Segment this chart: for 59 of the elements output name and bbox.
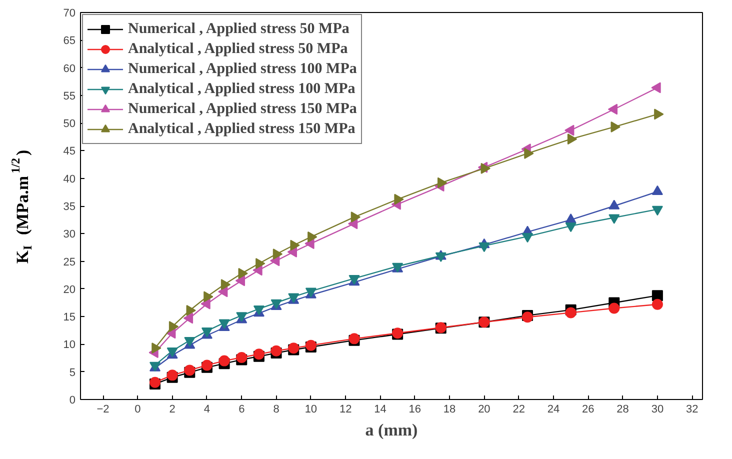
x-axis-title: a (mm): [365, 420, 418, 440]
x-tick-label: −2: [96, 404, 110, 416]
y-tick-label: 55: [63, 90, 76, 102]
y-tick-label: 65: [63, 35, 76, 48]
point: [608, 104, 618, 115]
point: [252, 264, 262, 276]
y-tick-label: 60: [63, 62, 76, 75]
point: [565, 307, 576, 318]
point: [652, 290, 663, 302]
y-tick-label: 70: [63, 8, 76, 20]
y-tick-label: 15: [63, 312, 76, 324]
point: [608, 200, 620, 210]
x-tick-label: 10: [304, 404, 318, 416]
legend-label: Analytical , Applied stress 100 MPa: [128, 80, 356, 98]
point: [564, 124, 574, 136]
point: [652, 298, 663, 310]
y-tick-label: 35: [63, 201, 76, 213]
y-tick-label: 25: [63, 256, 76, 268]
x-tick-label: 6: [238, 404, 245, 416]
y-tick-label: 45: [63, 146, 76, 158]
x-tick-label: 2: [169, 404, 176, 416]
x-tick-label: 8: [273, 404, 280, 416]
y-tick-label: 40: [63, 173, 76, 186]
x-tick-label: 0: [134, 404, 141, 416]
legend-label: Numerical , Applied stress 150 MPa: [128, 100, 357, 118]
x-tick-label: 12: [339, 404, 352, 416]
legend-label: Analytical , Applied stress 50 MPa: [128, 40, 348, 58]
point: [218, 355, 230, 366]
point: [304, 238, 314, 250]
y-tick-label: 50: [63, 118, 76, 130]
x-tick-label: 30: [651, 404, 664, 416]
legend-label: Analytical , Applied stress 150 MPa: [128, 120, 356, 138]
y-tick-label: 5: [69, 366, 76, 379]
point: [608, 302, 620, 314]
point: [218, 286, 228, 298]
y-axis-title: KI (MPa.m1/2): [8, 150, 34, 264]
point: [235, 275, 246, 286]
x-tick-label: 18: [443, 404, 456, 416]
x-tick-label: 4: [204, 404, 210, 416]
point: [270, 345, 282, 356]
x-tick-label: 26: [582, 404, 594, 416]
x-tick-label: 14: [374, 404, 386, 416]
x-tick-label: 22: [512, 404, 525, 416]
legend-label: Numerical , Applied stress 50 MPa: [128, 20, 350, 38]
y-tick-label: 10: [63, 339, 76, 352]
y-tick-label: 30: [63, 228, 76, 241]
legend-label: Numerical , Applied stress 100 MPa: [128, 60, 357, 78]
y-tick-label: 0: [69, 394, 76, 406]
x-tick-label: 32: [686, 404, 698, 416]
point: [183, 312, 194, 324]
point: [652, 185, 663, 196]
x-tick-label: 28: [616, 404, 629, 416]
x-tick-label: 20: [478, 404, 490, 416]
point: [651, 82, 661, 94]
x-tick-label: 24: [547, 404, 560, 416]
point: [200, 298, 210, 310]
x-tick-label: 16: [408, 404, 422, 416]
point: [236, 352, 248, 363]
y-tick-label: 20: [63, 284, 76, 296]
